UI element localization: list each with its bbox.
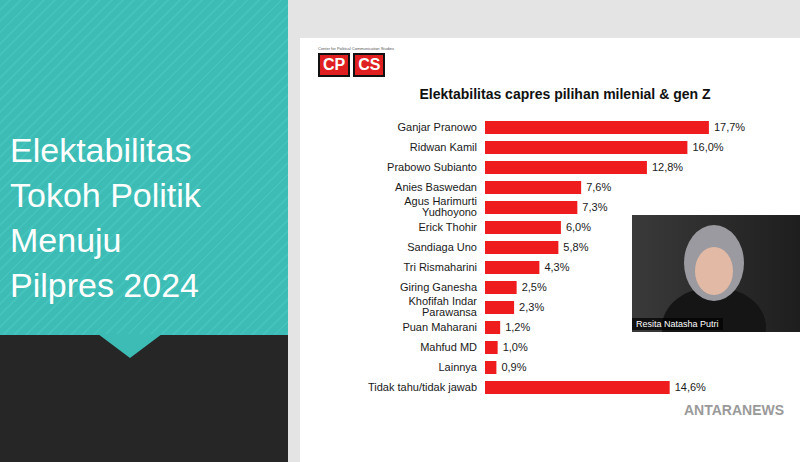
svg-text:7,3%: 7,3%: [582, 201, 607, 213]
svg-text:1,0%: 1,0%: [503, 341, 528, 353]
svg-text:Erick Thohir: Erick Thohir: [419, 221, 478, 233]
html-text:Elektabilitas: Elektabilitas: [10, 131, 192, 169]
svg-text:2,5%: 2,5%: [522, 281, 547, 293]
svg-text:2,3%: 2,3%: [519, 301, 544, 313]
svg-text:0,9%: 0,9%: [501, 361, 526, 373]
svg-text:Giring Ganesha: Giring Ganesha: [400, 281, 478, 293]
html-text:CP: CP: [323, 56, 346, 73]
html-text:Center for Political Communica: Center for Political Communication Studi…: [318, 46, 394, 51]
html-text:CS: CS: [358, 56, 381, 73]
svg-text:Ridwan Kamil: Ridwan Kamil: [410, 141, 477, 153]
svg-text:Prabowo Subianto: Prabowo Subianto: [387, 161, 477, 173]
html-text:Pilpres 2024: Pilpres 2024: [10, 266, 199, 304]
svg-text:Mahfud MD: Mahfud MD: [420, 341, 477, 353]
svg-text:Ganjar Pranowo: Ganjar Pranowo: [398, 121, 478, 133]
svg-text:6,0%: 6,0%: [566, 221, 591, 233]
svg-text:4,3%: 4,3%: [544, 261, 569, 273]
svg-text:Anies Baswedan: Anies Baswedan: [395, 181, 477, 193]
svg-text:Lainnya: Lainnya: [438, 361, 477, 373]
svg-text:5,8%: 5,8%: [563, 241, 588, 253]
svg-text:14,6%: 14,6%: [675, 381, 706, 393]
svg-text:Tidak tahu/tidak jawab: Tidak tahu/tidak jawab: [368, 381, 477, 393]
html-text:Tokoh Politik: Tokoh Politik: [10, 176, 201, 214]
svg-text:Tri Rismaharini: Tri Rismaharini: [403, 261, 477, 273]
svg-text:7,6%: 7,6%: [586, 181, 611, 193]
html-text:Menuju: Menuju: [10, 221, 122, 259]
html-text:ANTARANEWS: ANTARANEWS: [684, 402, 785, 418]
svg-text:Puan Maharani: Puan Maharani: [402, 321, 477, 333]
svg-text:Khofifah IndarParawansa: Khofifah IndarParawansa: [409, 295, 478, 318]
html-text:Elektabilitas capres pilihan m: Elektabilitas capres pilihan milenial & …: [419, 86, 711, 102]
html-text:Resita Natasha Putri: Resita Natasha Putri: [636, 319, 719, 329]
svg-text:1,2%: 1,2%: [505, 321, 530, 333]
svg-text:17,7%: 17,7%: [714, 121, 745, 133]
svg-text:12,8%: 12,8%: [652, 161, 683, 173]
svg-text:Agus HarimurtiYudhoyono: Agus HarimurtiYudhoyono: [404, 195, 477, 218]
svg-text:16,0%: 16,0%: [692, 141, 723, 153]
svg-text:Sandiaga Uno: Sandiaga Uno: [407, 241, 477, 253]
